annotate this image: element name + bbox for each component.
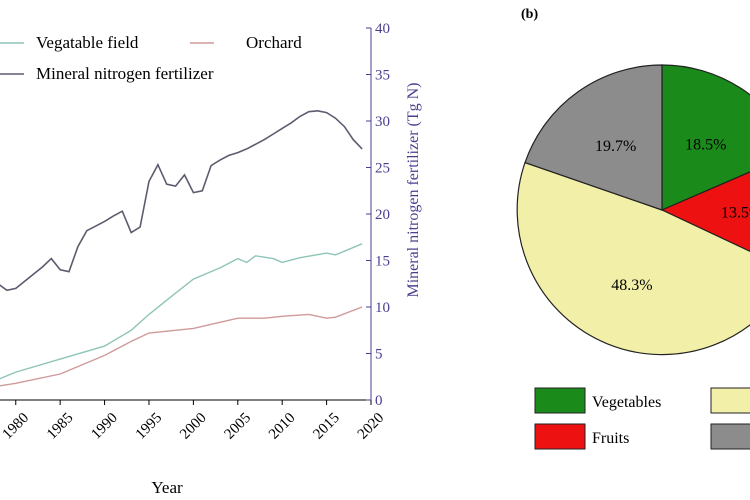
y-tick-label: 20 bbox=[375, 207, 390, 223]
pie-label-1: 18.5% bbox=[685, 136, 726, 153]
panel-label: (b) bbox=[521, 7, 538, 22]
pie-legend-label-2: Fruits bbox=[592, 430, 629, 447]
pie-slice-1 bbox=[661, 64, 750, 211]
x-tick-label: 2005 bbox=[222, 410, 255, 443]
series-line-1 bbox=[0, 243, 363, 380]
pie-legend-swatch-1 bbox=[534, 387, 586, 414]
x-ticks: 1980 1985 1990 1995 2000 2005 2010 2015 2020 bbox=[0, 400, 387, 443]
legend-label-1: Vegatable field bbox=[36, 33, 139, 52]
legend-label-3: Mineral nitrogen fertilizer bbox=[36, 64, 214, 83]
y-tick-label: 15 bbox=[375, 254, 390, 270]
x-tick-label: 2015 bbox=[310, 410, 343, 443]
legend: Vegatable field Orchard Mineral nitrogen f… bbox=[0, 33, 302, 83]
pie-slice-2 bbox=[660, 171, 750, 253]
pie-label-4: 19.7% bbox=[595, 138, 636, 155]
x-tick-label: 1990 bbox=[88, 410, 121, 443]
right-y-axis-label: Mineral nitrogen fertilizer (Tg N) bbox=[405, 82, 422, 297]
line-series-group bbox=[0, 109, 363, 387]
pie-label-3: 48.3% bbox=[611, 277, 652, 294]
pie-legend-swatch-3 bbox=[710, 387, 750, 414]
pie-label-2: 13.5% bbox=[721, 204, 750, 221]
pie-data-labels: 18.5% 13.5% 48.3% 19.7% bbox=[595, 136, 750, 294]
y-tick-label: 40 bbox=[375, 21, 390, 37]
series-line-2 bbox=[0, 306, 363, 387]
pie-slice-4 bbox=[524, 64, 663, 211]
pie-legend-swatch-4 bbox=[710, 423, 750, 450]
y-tick-label: 35 bbox=[375, 68, 390, 84]
x-tick-label: 2000 bbox=[177, 410, 210, 443]
x-tick-label: 2010 bbox=[266, 410, 299, 443]
x-tick-label: 1995 bbox=[133, 410, 166, 443]
pie-slice-3 bbox=[516, 161, 750, 356]
pie-legend-swatch-2 bbox=[534, 423, 586, 450]
panel-b-pie-chart: (b) 18.5% 13.5% 48.3% 19.7% Vegetables Fruit… bbox=[516, 7, 750, 450]
legend-label-2: Orchard bbox=[246, 33, 302, 52]
y-tick-label: 5 bbox=[375, 347, 383, 363]
x-tick-label: 1980 bbox=[0, 410, 32, 443]
y-tick-label: 0 bbox=[375, 393, 383, 409]
y-tick-label: 30 bbox=[375, 114, 390, 130]
pie-legend-label-1: Vegetables bbox=[592, 394, 661, 411]
x-tick-label: 1985 bbox=[44, 410, 77, 443]
y-tick-label: 10 bbox=[375, 300, 390, 316]
x-axis-label: Year bbox=[151, 478, 183, 497]
right-y-ticks: 0 5 10 15 20 25 30 35 40 bbox=[366, 21, 390, 409]
y-tick-label: 25 bbox=[375, 161, 390, 177]
pie-legend: Vegetables Fruits bbox=[534, 387, 750, 450]
series-line-3 bbox=[0, 109, 363, 292]
pie-slices bbox=[516, 64, 750, 356]
x-tick-label: 2020 bbox=[355, 410, 388, 443]
panel-a-line-chart: 1980 1985 1990 1995 2000 2005 2010 2015 2020 051… bbox=[0, 21, 422, 497]
